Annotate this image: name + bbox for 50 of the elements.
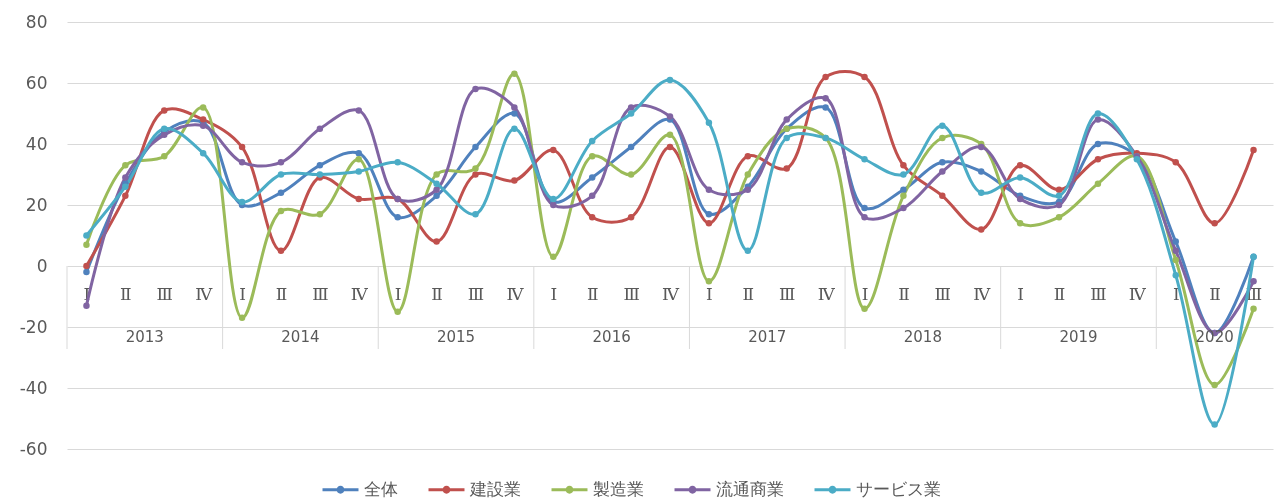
y-tick-label: -40: [19, 377, 48, 398]
x-tick-label: Ⅱ: [431, 283, 443, 304]
x-tick-label: Ⅰ: [861, 283, 869, 304]
annotation: 2017: [748, 328, 787, 346]
x-tick-label: Ⅳ: [195, 283, 214, 304]
y-tick-label: -20: [19, 316, 48, 337]
annotation: 2019: [1059, 328, 1098, 346]
x-tick-label: Ⅱ: [586, 283, 599, 304]
annotation: 2015: [436, 328, 476, 346]
legend-label: 建設業: [469, 478, 521, 498]
x-tick-label: Ⅰ: [550, 283, 558, 304]
x-tick-label: Ⅳ: [662, 283, 681, 304]
y-tick-label: 80: [25, 11, 48, 32]
y-tick-label: 40: [25, 133, 48, 154]
x-tick-label: Ⅳ: [973, 283, 992, 304]
x-tick-label: Ⅱ: [120, 283, 132, 304]
x-tick-label: Ⅳ: [350, 283, 369, 304]
x-tick-label: Ⅳ: [506, 283, 525, 304]
x-tick-label: Ⅰ: [239, 283, 246, 304]
x-tick-label: Ⅰ: [1017, 283, 1024, 304]
x-tick-label: Ⅲ: [1090, 283, 1107, 304]
x-tick-label: Ⅲ: [934, 283, 952, 304]
x-tick-label: Ⅳ: [817, 283, 836, 304]
x-tick-label: Ⅲ: [623, 283, 640, 304]
x-tick-label: Ⅱ: [1209, 283, 1221, 304]
x-tick-label: Ⅱ: [742, 283, 755, 304]
x-tick-label: Ⅲ: [779, 283, 796, 304]
x-tick-label: Ⅱ: [898, 283, 910, 304]
x-tick-label: Ⅰ: [706, 283, 713, 304]
annotation: 2016: [592, 328, 631, 346]
legend-label: 流通商業: [716, 478, 784, 498]
x-tick-label: Ⅰ: [1172, 283, 1180, 304]
y-tick-label: 0: [36, 255, 48, 276]
annotation: 2018: [903, 328, 942, 346]
x-tick-label: Ⅱ: [1053, 283, 1066, 304]
x-tick-label: Ⅳ: [1128, 283, 1147, 304]
annotation: 2014: [281, 328, 320, 346]
annotation: 2013: [125, 328, 164, 346]
x-tick-label: Ⅱ: [275, 283, 288, 304]
annotation: 2020: [1195, 328, 1234, 346]
y-tick-label: 60: [25, 72, 48, 93]
x-tick-label: Ⅲ: [156, 283, 173, 304]
x-tick-label: Ⅰ: [394, 283, 402, 304]
legend-label: 製造業: [593, 478, 644, 498]
legend-label: 全体: [364, 478, 398, 498]
y-tick-label: -60: [19, 438, 48, 459]
x-tick-label: Ⅲ: [467, 283, 485, 304]
x-tick-label: Ⅲ: [312, 283, 329, 304]
legend-label: サービス業: [856, 478, 941, 498]
y-tick-label: 20: [25, 194, 48, 215]
